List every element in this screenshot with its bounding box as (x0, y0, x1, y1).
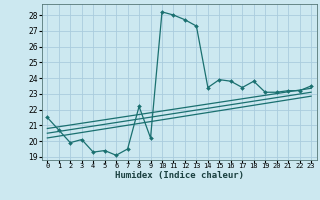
X-axis label: Humidex (Indice chaleur): Humidex (Indice chaleur) (115, 171, 244, 180)
